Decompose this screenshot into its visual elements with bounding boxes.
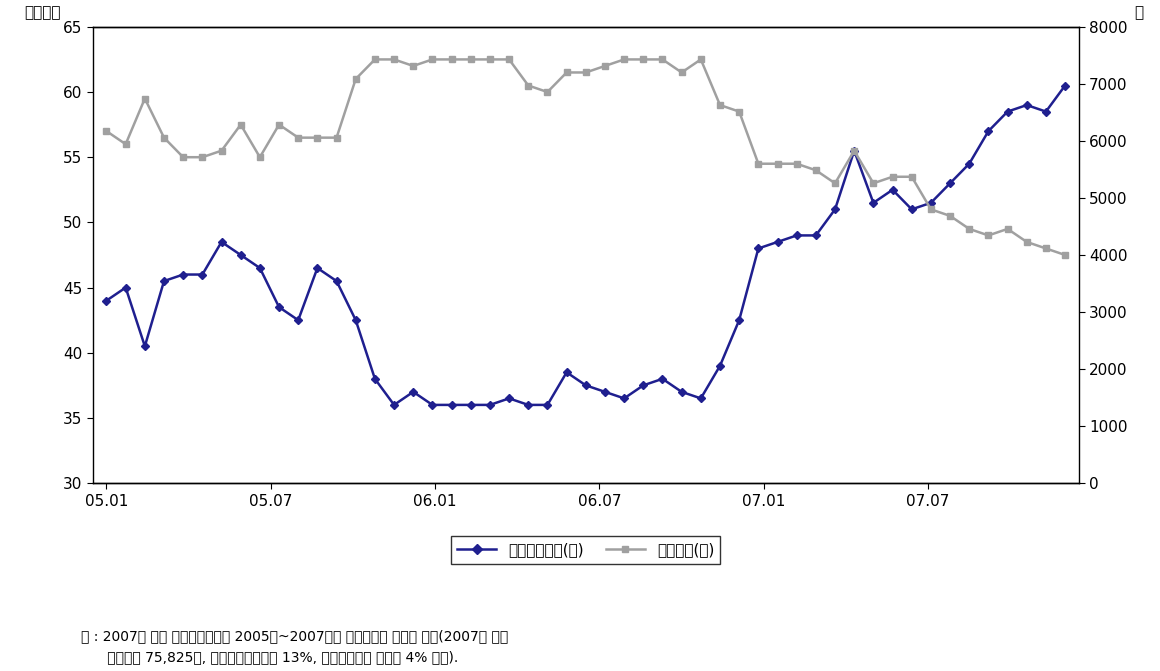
Text: 톤: 톤 (1133, 5, 1143, 20)
Text: 재고일수: 재고일수 (23, 5, 60, 20)
Legend: 목표재고수준(좌), 방출물량(우): 목표재고수준(좌), 방출물량(우) (451, 536, 720, 564)
Text: 주 : 2007년 연간 국내수요예측이 2005년~2007년중 연간수요와 같다고 가정(2007년 국내
      수요량은 75,825톤, 목표시장: 주 : 2007년 연간 국내수요예측이 2005년~2007년중 연간수요와 … (81, 629, 508, 664)
